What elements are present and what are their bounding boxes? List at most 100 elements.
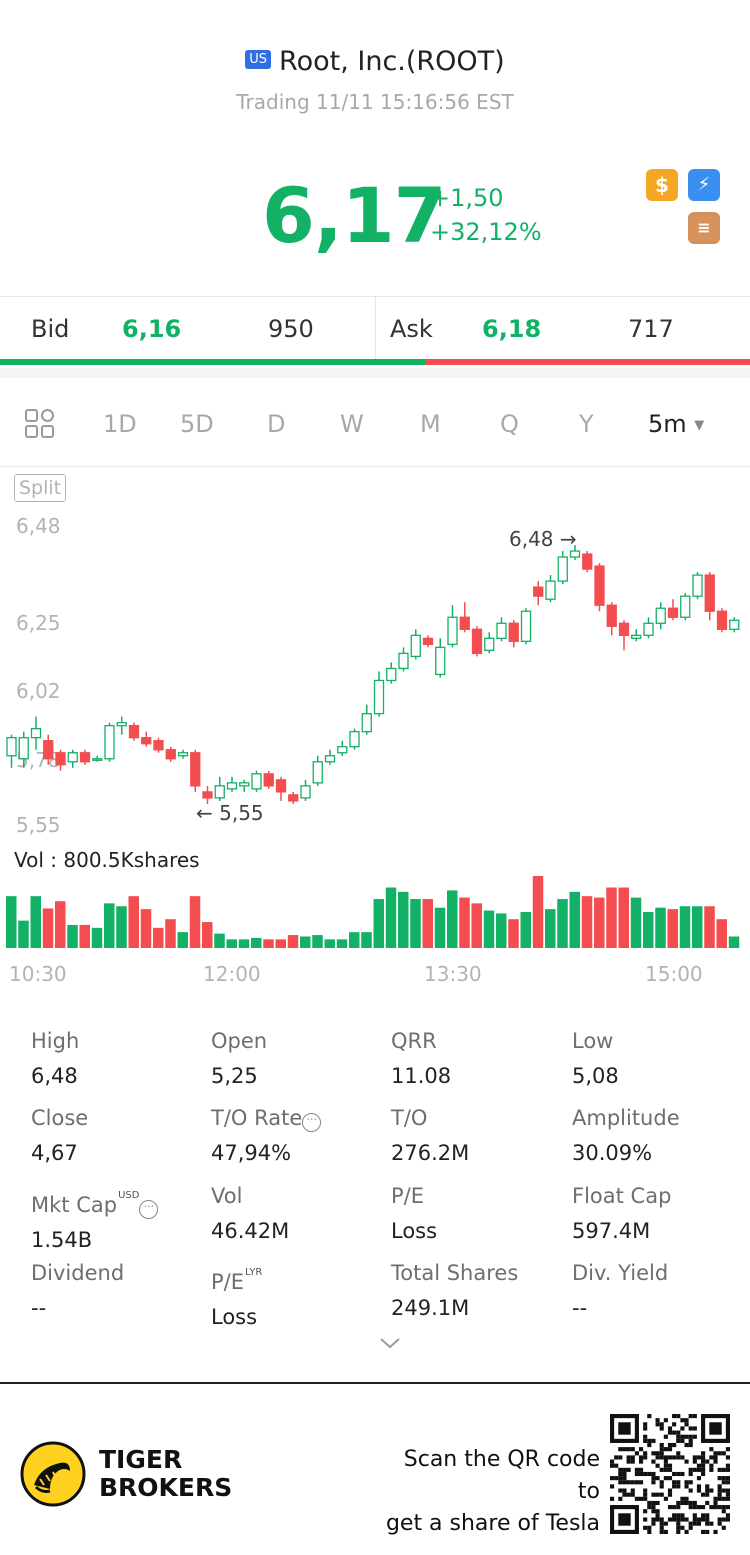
caret-down-icon: ▼	[694, 418, 705, 433]
stat-label: Open	[211, 1029, 268, 1053]
volume-bar	[214, 933, 225, 948]
candle-body	[165, 749, 176, 760]
qr-module	[647, 1505, 652, 1510]
quote-header: US Root, Inc.(ROOT) Trading 11/11 15:16:5…	[0, 0, 750, 296]
qr-module	[643, 1509, 648, 1514]
ask-size: 717	[628, 315, 674, 343]
volume-bar	[177, 932, 188, 948]
tab-1d[interactable]: 1D	[103, 410, 137, 438]
tab-w[interactable]: W	[340, 410, 364, 438]
qr-module	[717, 1467, 722, 1472]
qr-module	[721, 1451, 726, 1456]
qr-module	[717, 1488, 722, 1493]
candle-body	[6, 737, 17, 757]
candlestick-chart[interactable]	[0, 500, 750, 840]
qr-module	[622, 1488, 627, 1493]
qr-module	[692, 1455, 697, 1460]
volume-bar	[655, 907, 666, 948]
stat-value: Loss	[391, 1219, 438, 1243]
stat-label: Amplitude	[572, 1106, 680, 1130]
more-info-icon[interactable]: ···	[139, 1200, 159, 1219]
qr-module	[692, 1500, 697, 1506]
tab-5m[interactable]: 5m ▼	[648, 410, 704, 438]
qr-module	[725, 1447, 730, 1452]
candle-body	[43, 740, 54, 760]
candle-body	[202, 791, 213, 799]
tab-d[interactable]: D	[267, 410, 286, 438]
candle-body	[288, 794, 299, 802]
ask-strength-bar	[426, 359, 750, 365]
qr-module	[725, 1488, 730, 1493]
qr-module	[659, 1525, 664, 1530]
candle-body	[643, 622, 654, 636]
qr-module	[688, 1467, 693, 1472]
qr-module	[659, 1422, 664, 1427]
layout-grid-icon[interactable]	[24, 408, 56, 440]
qr-module	[651, 1438, 656, 1443]
divider	[0, 466, 750, 467]
qr-module	[651, 1480, 656, 1485]
qr-module	[618, 1476, 623, 1481]
qr-module	[717, 1496, 722, 1501]
candle-body	[214, 785, 225, 799]
tab-m[interactable]: M	[420, 410, 441, 438]
expand-chevron-icon[interactable]	[379, 1336, 401, 1350]
split-toggle[interactable]: Split	[14, 474, 67, 502]
tab-q[interactable]: Q	[500, 410, 519, 438]
volume-bar	[263, 939, 274, 948]
candle-body	[435, 646, 446, 676]
stack-a-icon[interactable]: ≡	[688, 212, 720, 244]
tab-y[interactable]: Y	[579, 410, 594, 438]
lightning-icon[interactable]: ⚡	[688, 169, 720, 201]
dollar-icon[interactable]: $	[646, 169, 678, 201]
volume-bar	[679, 906, 691, 948]
stat-float-cap: Float Cap 597.4M	[572, 1181, 747, 1246]
qr-module	[618, 1471, 623, 1477]
qr-module	[684, 1434, 689, 1439]
qr-module	[680, 1418, 685, 1423]
qr-module	[626, 1459, 631, 1464]
stat-pe-lyr: P/ELYR Loss	[211, 1258, 386, 1332]
stat-value: 4,67	[31, 1141, 78, 1165]
bid-label: Bid	[31, 315, 70, 343]
qr-module	[651, 1451, 656, 1456]
qr-module	[643, 1438, 648, 1443]
qr-module	[725, 1505, 730, 1510]
max-price-marker: 6,48 →	[509, 527, 577, 551]
stat-value: 6,48	[31, 1064, 78, 1088]
stat-value: 47,94%	[211, 1141, 292, 1165]
qr-module	[618, 1455, 623, 1460]
candle-body	[104, 724, 115, 760]
qr-module	[663, 1496, 668, 1501]
stat-vol: Vol 46.42M	[211, 1181, 386, 1246]
volume-bar	[104, 903, 115, 948]
qr-module	[643, 1434, 648, 1439]
candle-body	[569, 550, 581, 558]
qr-module	[705, 1513, 710, 1518]
qr-module	[676, 1517, 681, 1522]
volume-bar	[116, 906, 127, 948]
volume-bar	[251, 937, 262, 948]
qr-module	[655, 1517, 660, 1522]
tab-5d[interactable]: 5D	[180, 410, 214, 438]
qr-module	[659, 1426, 664, 1431]
qr-module	[676, 1455, 681, 1460]
volume-bar	[67, 924, 78, 948]
candle-body	[361, 712, 372, 733]
qr-module	[622, 1492, 627, 1497]
x-tick: 15:00	[645, 962, 703, 986]
tab-5m-label: 5m	[648, 410, 687, 438]
qr-module	[614, 1476, 619, 1481]
qr-module	[647, 1438, 652, 1443]
qr-module	[610, 1484, 615, 1489]
qr-module	[672, 1471, 677, 1477]
more-info-icon[interactable]: ···	[302, 1113, 322, 1132]
candle-body	[410, 634, 421, 658]
qr-module	[696, 1463, 702, 1468]
stat-label: Close	[31, 1106, 89, 1130]
stat-low: Low 5,08	[572, 1026, 747, 1091]
qr-module	[684, 1484, 689, 1489]
stat-open: Open 5,25	[211, 1026, 386, 1091]
qr-module	[647, 1471, 652, 1477]
qr-module	[622, 1476, 627, 1481]
